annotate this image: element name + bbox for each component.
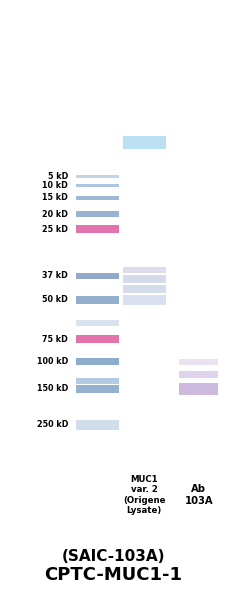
Text: MUC1
var. 2
(Origene
Lysate): MUC1 var. 2 (Origene Lysate) — [123, 475, 165, 515]
Text: 10 kD: 10 kD — [42, 181, 68, 190]
Text: 100 kD: 100 kD — [37, 357, 68, 366]
Bar — [76, 225, 119, 233]
Bar — [76, 196, 119, 200]
Bar — [123, 285, 166, 293]
Text: 20 kD: 20 kD — [42, 209, 68, 218]
Bar — [76, 211, 119, 217]
Bar — [76, 296, 119, 304]
Bar — [123, 136, 166, 149]
Text: 50 kD: 50 kD — [42, 295, 68, 304]
Text: (SAIC-103A): (SAIC-103A) — [62, 550, 165, 564]
Bar — [123, 267, 166, 273]
Bar — [76, 273, 119, 279]
Text: 5 kD: 5 kD — [48, 172, 68, 181]
Bar — [76, 420, 119, 430]
Bar — [179, 370, 218, 379]
Bar — [76, 320, 119, 325]
Text: 15 kD: 15 kD — [42, 193, 68, 202]
Text: 75 kD: 75 kD — [42, 335, 68, 343]
Bar — [76, 184, 119, 187]
Bar — [123, 275, 166, 283]
Bar — [179, 383, 218, 395]
Text: Ab
103A: Ab 103A — [184, 484, 213, 506]
Text: CPTC-MUC1-1: CPTC-MUC1-1 — [44, 566, 183, 584]
Bar — [76, 385, 119, 393]
Text: 37 kD: 37 kD — [42, 271, 68, 280]
Bar — [123, 295, 166, 305]
Bar — [76, 378, 119, 384]
Bar — [76, 358, 119, 365]
Bar — [76, 175, 119, 178]
Text: 250 kD: 250 kD — [37, 420, 68, 430]
Text: 25 kD: 25 kD — [42, 224, 68, 233]
Text: 150 kD: 150 kD — [37, 385, 68, 394]
Bar — [179, 358, 218, 365]
Bar — [76, 335, 119, 343]
